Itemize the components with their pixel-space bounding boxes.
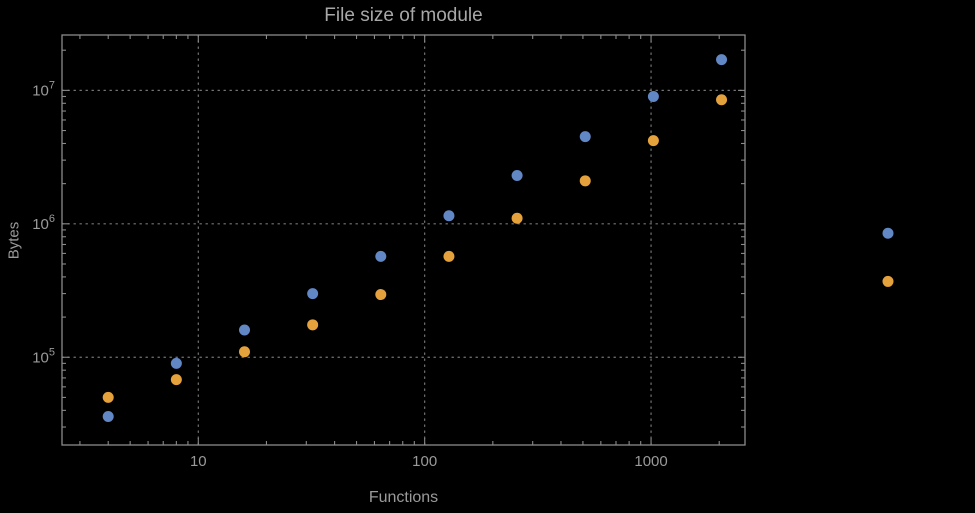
legend-marker-blue	[882, 227, 894, 239]
data-point-orange	[307, 319, 319, 331]
x-tick-label: 1000	[634, 453, 667, 470]
plot-frame	[61, 34, 746, 446]
data-point-orange	[443, 250, 455, 262]
data-point-orange	[102, 391, 114, 403]
x-axis-label: Functions	[368, 489, 439, 506]
y-tick-label: 107	[32, 79, 55, 99]
y-tick-label: 106	[32, 213, 55, 233]
data-point-blue	[239, 324, 251, 336]
y-tick-label: 105	[32, 346, 55, 366]
data-point-orange	[170, 374, 182, 386]
data-point-orange	[579, 175, 591, 187]
data-point-orange	[647, 135, 659, 147]
data-point-blue	[579, 131, 591, 143]
data-point-blue	[511, 170, 523, 182]
data-point-orange	[375, 289, 387, 301]
data-point-blue	[102, 410, 114, 422]
x-tick-label: 10	[190, 453, 207, 470]
x-tick-label: 100	[412, 453, 437, 470]
data-point-orange	[511, 212, 523, 224]
y-axis-label: Bytes	[5, 221, 23, 259]
data-point-orange	[239, 346, 251, 358]
data-point-blue	[307, 288, 319, 300]
chart-title: File size of module	[324, 5, 483, 26]
data-point-blue	[375, 250, 387, 262]
data-point-blue	[443, 210, 455, 222]
legend-marker-orange	[882, 275, 894, 287]
data-point-blue	[170, 357, 182, 369]
data-point-blue	[647, 90, 659, 102]
data-point-orange	[716, 94, 728, 106]
data-point-blue	[716, 54, 728, 66]
y-axis-label-wrap: Bytes	[0, 35, 28, 445]
